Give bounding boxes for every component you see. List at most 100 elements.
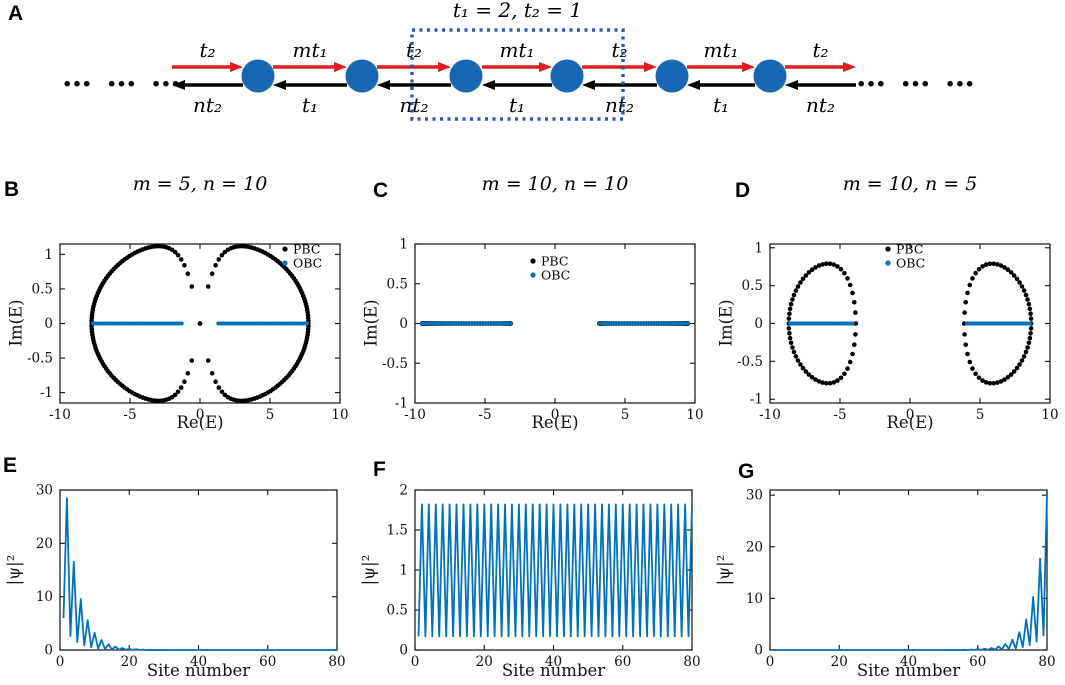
data-point-pbc <box>1023 349 1029 355</box>
forward-hop-label: t₂ <box>406 38 422 62</box>
data-point-pbc <box>983 262 989 267</box>
data-point-pbc <box>1014 365 1020 371</box>
x-tick-label: 60 <box>259 654 276 670</box>
x-axis-label-c: Re(E) <box>531 413 579 432</box>
panel-label-b: B <box>4 178 20 201</box>
x-tick-label: -5 <box>478 407 491 423</box>
data-point-pbc <box>1019 358 1025 363</box>
x-tick-label: 40 <box>900 654 917 670</box>
unit-cell-annotation: t₁ = 2, t₂ = 1 <box>452 0 583 22</box>
y-tick-label: 0 <box>44 643 53 659</box>
legend-label-pbc: PBC <box>896 242 923 257</box>
data-point-pbc <box>1014 276 1020 282</box>
axes-box <box>769 489 1048 651</box>
data-point-pbc <box>853 310 858 315</box>
data-point-pbc <box>998 379 1004 384</box>
y-axis-label-d: Im(E) <box>716 299 736 347</box>
data-point-pbc <box>1021 354 1027 359</box>
psi-profile-line <box>417 503 693 638</box>
x-axis-label-e: Site number <box>146 661 251 680</box>
data-point-pbc <box>991 381 996 386</box>
data-point-pbc <box>820 380 825 385</box>
backward-arrowhead-icon <box>172 80 185 90</box>
panel-title-b: m = 5, n = 10 <box>132 173 268 195</box>
data-point-pbc <box>787 306 793 312</box>
data-point-pbc <box>222 392 228 398</box>
data-point-pbc <box>1002 377 1007 382</box>
data-point-pbc <box>967 282 973 288</box>
data-point-pbc <box>1011 369 1017 374</box>
y-tick-label: 0.5 <box>742 278 763 294</box>
forward-arrowhead-icon <box>539 62 552 72</box>
ellipsis-right: … … … <box>856 59 977 94</box>
forward-arrowhead-icon <box>230 62 243 72</box>
data-point-pbc <box>795 284 801 289</box>
x-tick-label: 0 <box>551 407 560 423</box>
data-point-pbc <box>800 276 806 282</box>
data-point-pbc <box>961 321 967 326</box>
x-axis-label-b: Re(E) <box>176 413 224 432</box>
data-point-pbc <box>803 369 809 374</box>
data-point-pbc <box>1023 292 1029 298</box>
y-tick-label: 2 <box>399 483 408 499</box>
panel-a-diagram: … … … … … … t₂ nt₂ mt₁ t₁ t₂ nt₂ mt₁ t₁ t₂ nt₂ mt₁ t₁… <box>0 0 1065 168</box>
data-point-pbc <box>185 271 191 276</box>
y-tick-label: 20 <box>746 539 763 555</box>
data-point-pbc <box>845 276 850 281</box>
legend-marker-obc-icon <box>530 272 536 278</box>
y-tick-label: 1 <box>399 563 408 579</box>
y-tick-label: 0 <box>399 643 408 659</box>
data-point-pbc <box>791 349 797 355</box>
panel-e-wavefunction: 0 20 40 60 80 0 10 20 30 E |ψ|² Site number <box>0 440 355 685</box>
data-point-obc <box>508 321 513 326</box>
data-point-pbc <box>197 321 203 326</box>
data-point-pbc <box>786 316 792 321</box>
data-point-pbc <box>1028 311 1033 316</box>
data-point-pbc <box>1008 270 1014 275</box>
data-point-pbc <box>827 261 833 267</box>
data-point-pbc <box>1011 273 1017 278</box>
x-tick-label: -10 <box>404 407 426 423</box>
data-point-pbc <box>213 379 218 384</box>
legend-label-pbc: PBC <box>293 242 320 257</box>
data-point-pbc <box>213 263 218 268</box>
forward-hop-label: mt₁ <box>292 38 327 62</box>
data-point-pbc <box>219 389 225 395</box>
data-point-pbc <box>835 378 840 383</box>
x-tick-label: 0 <box>411 654 420 670</box>
data-point-pbc <box>847 359 853 365</box>
data-point-pbc <box>1025 297 1030 302</box>
data-point-pbc <box>987 261 993 267</box>
data-point-pbc <box>845 366 850 371</box>
data-point-pbc <box>967 359 973 365</box>
data-point-pbc <box>1026 301 1032 307</box>
legend-label-obc: OBC <box>896 256 925 271</box>
data-point-pbc <box>965 351 970 357</box>
data-point-pbc <box>178 257 184 262</box>
data-point-pbc <box>790 345 795 350</box>
y-tick-label: 0 <box>399 316 408 332</box>
data-point-pbc <box>216 257 222 262</box>
panel-title-d: m = 10, n = 5 <box>842 173 978 195</box>
forward-arrowhead-icon <box>644 62 657 72</box>
data-point-pbc <box>963 342 968 347</box>
data-point-pbc <box>175 252 181 258</box>
data-point-pbc <box>786 326 792 331</box>
y-tick-label: -1 <box>40 385 53 401</box>
forward-arrowhead-icon <box>334 62 347 72</box>
forward-hop-label: t₂ <box>812 38 828 62</box>
data-point-pbc <box>787 311 792 316</box>
data-point-pbc <box>847 282 853 288</box>
data-point-pbc <box>824 261 829 266</box>
panel-c-spectrum: -10 -5 0 5 10 -1 -0.5 0 0.5 1 PBC OBC C m = 10, n =… <box>355 170 710 440</box>
y-axis-label-c: Im(E) <box>361 299 381 347</box>
data-point-pbc <box>1017 280 1022 285</box>
data-point-pbc <box>827 380 833 386</box>
backward-hop-label: t₁ <box>713 93 729 117</box>
data-point-pbc <box>803 273 809 278</box>
data-point-pbc <box>995 380 1000 385</box>
legend-label-pbc: PBC <box>541 254 568 269</box>
data-point-pbc <box>1028 316 1034 321</box>
y-axis-label-f: |ψ|² <box>359 554 379 586</box>
x-tick-label: 40 <box>545 654 562 670</box>
